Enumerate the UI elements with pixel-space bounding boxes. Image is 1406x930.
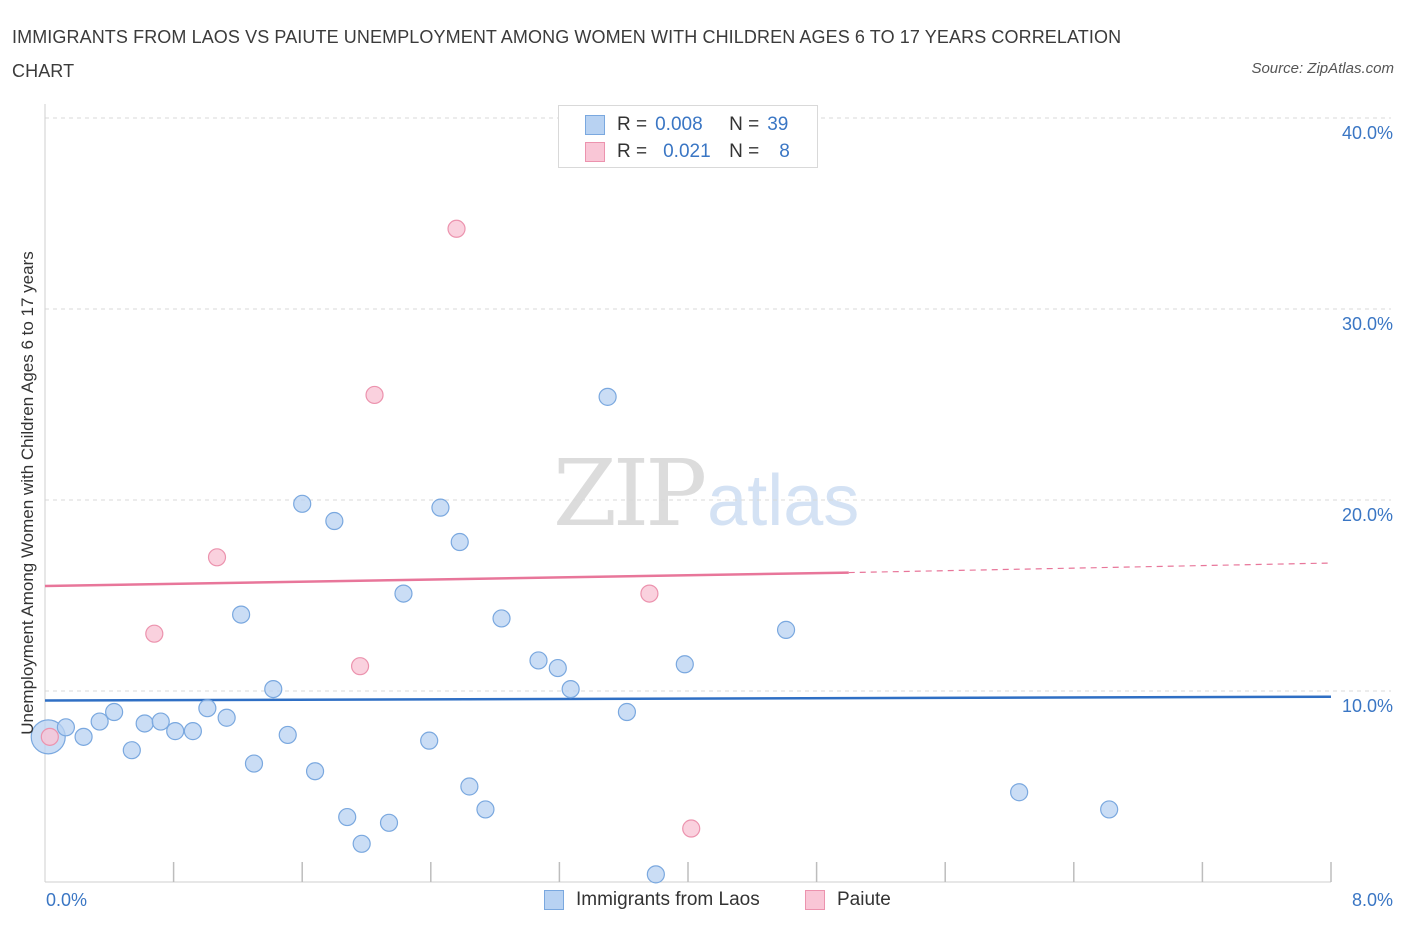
- laos-point: [151, 712, 170, 731]
- laos-point: [617, 702, 637, 722]
- paiute-swatch: [585, 142, 605, 162]
- laos-point: [352, 834, 371, 853]
- laos-point: [646, 865, 665, 884]
- paiute-point: [682, 819, 701, 838]
- laos-point: [217, 708, 236, 727]
- stats-legend-row-paiute: R = 0.021 N = 8: [585, 140, 790, 164]
- y-tick-label-10: 10.0%: [1341, 696, 1393, 716]
- laos-point: [561, 679, 580, 699]
- laos-point: [74, 727, 93, 746]
- paiute-legend-swatch: [805, 890, 825, 910]
- laos-point: [264, 679, 283, 699]
- paiute-trend-line: [44, 571, 849, 588]
- laos-point: [1010, 783, 1029, 802]
- y-tick-label-20: 20.0%: [1341, 505, 1393, 525]
- laos-point: [675, 655, 694, 674]
- x-tick-label-min: 0.0%: [46, 890, 88, 910]
- laos-point: [529, 651, 548, 670]
- y-tick-label-40: 40.0%: [1341, 123, 1393, 143]
- y-tick-label-30: 30.0%: [1341, 314, 1393, 334]
- laos-point: [56, 718, 75, 737]
- paiute-point: [365, 385, 384, 405]
- laos-point: [338, 807, 357, 827]
- chart-title: IMMIGRANTS FROM LAOS VS PAIUTE UNEMPLOYM…: [12, 27, 1122, 81]
- laos-trend-line: [44, 695, 1332, 702]
- laos-point: [105, 702, 124, 722]
- n-label: N =: [729, 114, 760, 135]
- bottom-legend-paiute[interactable]: Paiute: [805, 889, 891, 911]
- laos-point: [476, 800, 495, 819]
- laos-point: [394, 584, 413, 603]
- r-label: R =: [617, 141, 648, 162]
- laos-n-value: 39: [767, 114, 789, 135]
- laos-legend-label: Immigrants from Laos: [576, 889, 760, 910]
- laos-point: [244, 754, 264, 773]
- laos-point: [1100, 800, 1119, 819]
- source-label: Source: ZipAtlas.com: [1251, 60, 1394, 77]
- laos-point: [135, 714, 154, 733]
- laos-point: [90, 712, 109, 731]
- laos-point: [278, 725, 297, 745]
- y-axis-label: Unemployment Among Women with Children A…: [18, 251, 37, 735]
- paiute-n-value: 8: [779, 141, 790, 162]
- x-tick-label-max: 8.0%: [1351, 890, 1393, 910]
- laos-point: [166, 722, 185, 741]
- paiute-point: [40, 727, 59, 746]
- laos-legend-swatch: [544, 890, 564, 910]
- laos-r-value: 0.008: [655, 114, 703, 135]
- laos-point: [122, 741, 141, 760]
- bottom-legend-laos[interactable]: Immigrants from Laos: [544, 889, 760, 911]
- r-label: R =: [617, 114, 648, 135]
- laos-point: [183, 722, 202, 741]
- paiute-point: [145, 624, 164, 643]
- laos-point: [198, 699, 217, 718]
- laos-swatch: [585, 115, 605, 135]
- laos-point: [232, 605, 251, 624]
- laos-point: [379, 813, 399, 832]
- laos-point: [492, 609, 511, 628]
- paiute-point: [640, 584, 659, 603]
- laos-point: [776, 620, 796, 639]
- laos-point: [293, 494, 312, 513]
- paiute-point: [447, 219, 466, 238]
- laos-point: [305, 762, 325, 781]
- paiute-point: [207, 548, 227, 567]
- laos-point: [598, 387, 617, 406]
- laos-point: [420, 731, 439, 750]
- paiute-point: [350, 657, 370, 676]
- stats-legend-row-laos: R = 0.008 N = 39: [585, 113, 788, 137]
- stats-legend: R = 0.008 N = 39 R = 0.021 N = 8: [558, 105, 818, 168]
- laos-point: [431, 498, 450, 517]
- laos-point: [548, 658, 567, 678]
- laos-point: [460, 777, 479, 796]
- paiute-trend-extrapolation: [848, 562, 1332, 574]
- laos-point: [325, 511, 344, 531]
- laos-point: [450, 532, 469, 552]
- paiute-legend-label: Paiute: [837, 889, 891, 910]
- paiute-r-value: 0.021: [663, 141, 711, 162]
- n-label: N =: [729, 141, 760, 162]
